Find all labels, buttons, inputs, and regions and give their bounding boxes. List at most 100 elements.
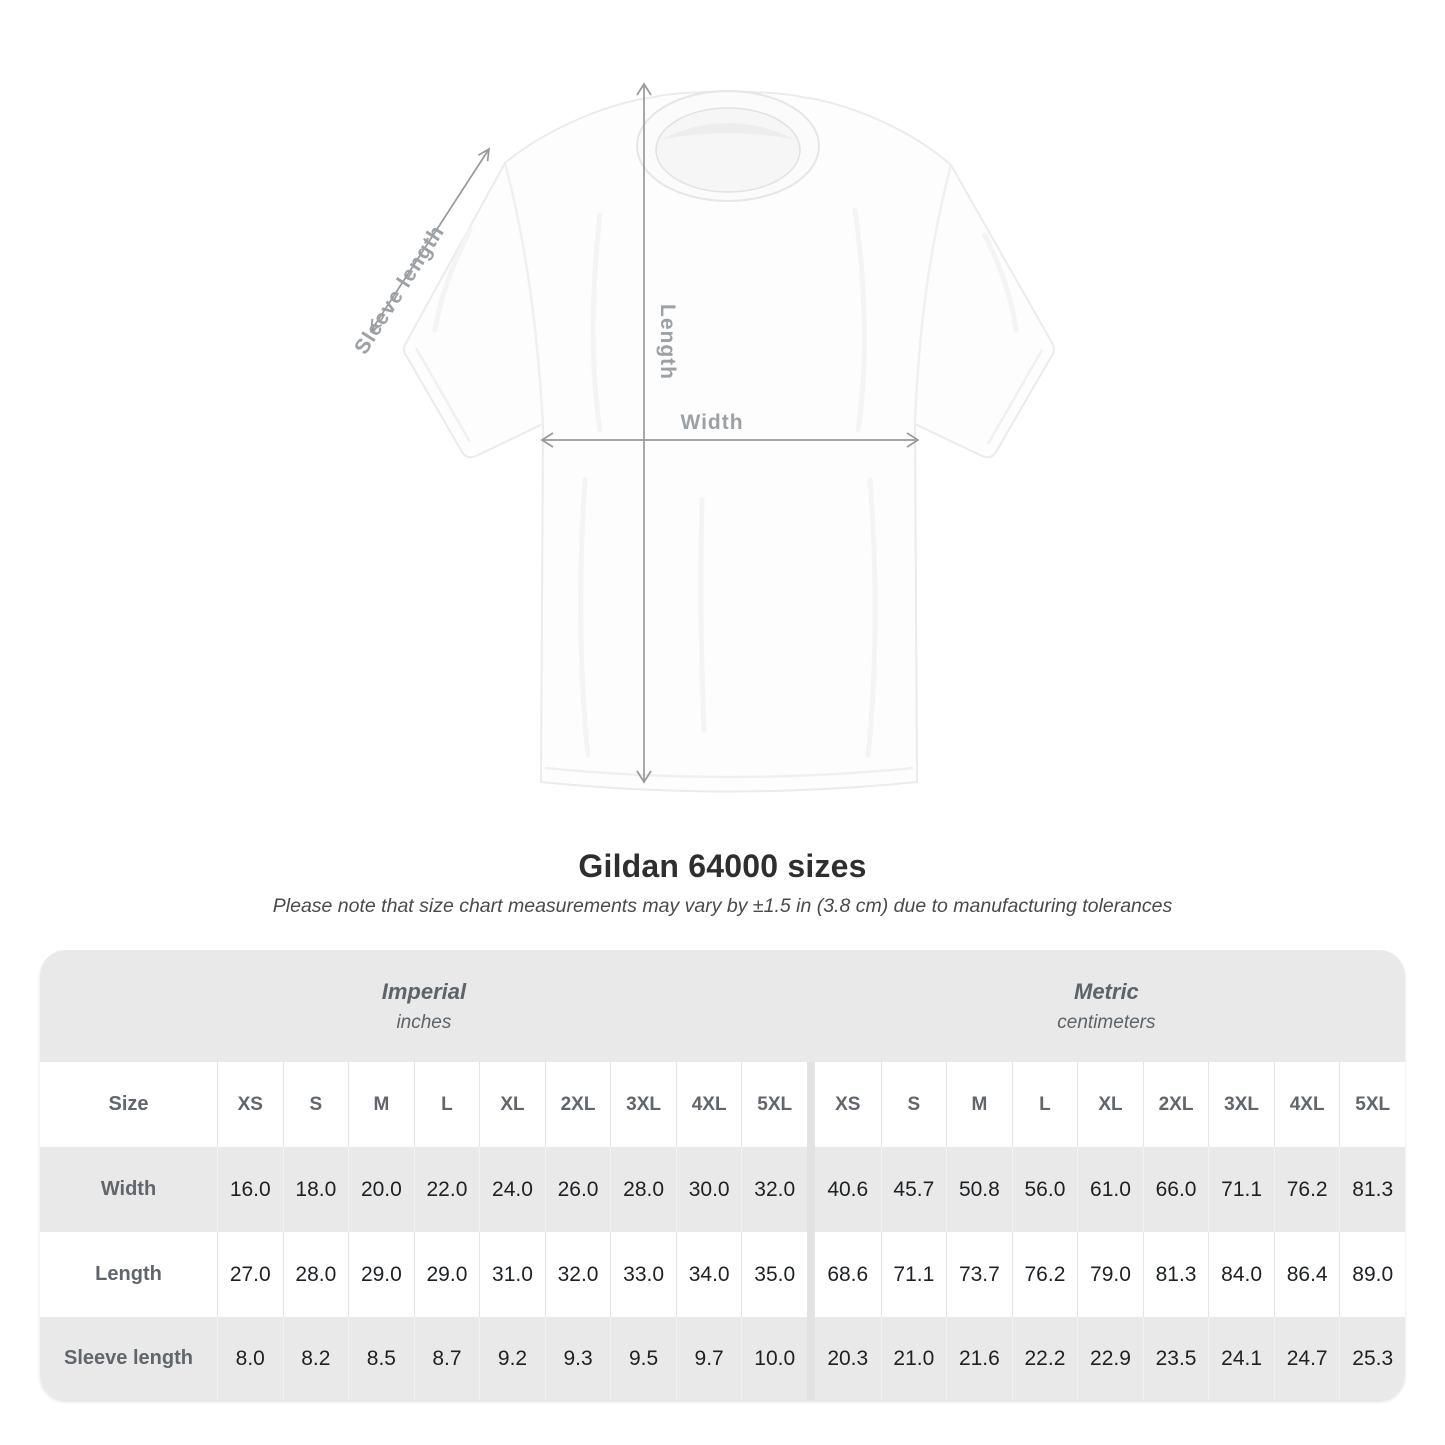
length-label: Length (656, 304, 679, 380)
size-header-imperial-xl: XL (479, 1062, 545, 1147)
length-metric-2xl: 81.3 (1142, 1232, 1209, 1317)
width-metric-l: 56.0 (1011, 1147, 1078, 1232)
row-label-sleeve-length: Sleeve length (64, 1347, 193, 1369)
tshirt-measurement-diagram: Sleeve length Length Width (350, 82, 1055, 793)
size-header-metric-4xl: 4XL (1273, 1062, 1340, 1147)
length-arrow (636, 82, 652, 784)
width-imperial-2xl: 26.0 (544, 1147, 611, 1232)
sleeve-metric-s: 21.0 (880, 1317, 947, 1400)
length-imperial-4xl: 34.0 (675, 1232, 742, 1317)
table-row-length: Length 27.0 28.0 29.0 29.0 31.0 32.0 33.… (40, 1232, 1405, 1317)
length-imperial-xl: 31.0 (479, 1232, 545, 1317)
size-header-metric-xs: XS (835, 1093, 861, 1115)
section-divider (807, 1062, 815, 1147)
sleeve-metric-2xl: 23.5 (1142, 1317, 1209, 1400)
table-row-sleeve-length: Sleeve length 8.0 8.2 8.5 8.7 9.2 9.3 9.… (40, 1317, 1405, 1400)
size-header-imperial-xs: XS (217, 1062, 283, 1147)
width-metric-s: 45.7 (880, 1147, 947, 1232)
tshirt-image (369, 82, 1055, 793)
width-imperial-l: 22.0 (413, 1147, 480, 1232)
sleeve-metric-xl: 22.9 (1077, 1317, 1143, 1400)
size-header-metric-2xl: 2XL (1142, 1062, 1209, 1147)
imperial-label: Imperial (381, 978, 467, 1004)
sleeve-imperial-3xl: 9.5 (610, 1317, 676, 1400)
size-header-metric-5xl: 5XL (1339, 1062, 1405, 1147)
length-metric-4xl: 86.4 (1273, 1232, 1340, 1317)
size-header-imperial-l: L (413, 1062, 480, 1147)
metric-label: Metric (1074, 978, 1139, 1004)
size-header-imperial-5xl: 5XL (741, 1062, 807, 1147)
sleeve-metric-5xl: 25.3 (1339, 1317, 1405, 1400)
section-divider (807, 1147, 815, 1232)
size-header-metric-m: M (946, 1062, 1012, 1147)
length-imperial-2xl: 32.0 (544, 1232, 611, 1317)
size-header-metric-xl: XL (1077, 1062, 1143, 1147)
size-header-imperial-m: M (348, 1062, 414, 1147)
length-metric-s: 71.1 (880, 1232, 947, 1317)
length-imperial-s: 28.0 (282, 1232, 349, 1317)
sleeve-metric-l: 22.2 (1011, 1317, 1078, 1400)
sleeve-imperial-4xl: 9.7 (675, 1317, 742, 1400)
width-metric-4xl: 76.2 (1273, 1147, 1340, 1232)
width-arrow (540, 432, 920, 448)
imperial-section-header: Imperial inches (40, 950, 808, 1062)
sleeve-metric-xs: 20.3 (827, 1346, 869, 1370)
size-header-metric-l: L (1011, 1062, 1078, 1147)
imperial-unit-label: inches (396, 1011, 452, 1033)
width-imperial-s: 18.0 (282, 1147, 349, 1232)
sleeve-imperial-5xl: 10.0 (741, 1317, 807, 1400)
length-imperial-5xl: 35.0 (741, 1232, 807, 1317)
width-imperial-m: 20.0 (348, 1147, 414, 1232)
width-imperial-5xl: 32.0 (741, 1147, 807, 1232)
length-metric-xl: 79.0 (1077, 1232, 1143, 1317)
width-imperial-3xl: 28.0 (610, 1147, 676, 1232)
tshirt-body (403, 90, 1055, 793)
sleeve-length-arrow (369, 147, 491, 333)
table-row-width: Width 16.0 18.0 20.0 22.0 24.0 26.0 28.0… (40, 1147, 1405, 1232)
width-label: Width (680, 411, 744, 434)
length-imperial-m: 29.0 (348, 1232, 414, 1317)
width-metric-5xl: 81.3 (1339, 1147, 1405, 1232)
length-metric-3xl: 84.0 (1208, 1232, 1274, 1317)
size-header-imperial-2xl: 2XL (544, 1062, 611, 1147)
length-metric-xs: 68.6 (827, 1262, 869, 1286)
length-imperial-xs: 27.0 (217, 1232, 283, 1317)
size-table: Imperial inches Metric centimeters Size … (40, 950, 1405, 1400)
collar-shadow (660, 123, 796, 140)
sleeve-imperial-m: 8.5 (348, 1317, 414, 1400)
size-header-imperial-4xl: 4XL (675, 1062, 742, 1147)
width-imperial-4xl: 30.0 (675, 1147, 742, 1232)
length-metric-m: 73.7 (946, 1232, 1012, 1317)
sleeve-imperial-l: 8.7 (413, 1317, 480, 1400)
fabric-folds (432, 207, 1019, 758)
sleeve-metric-4xl: 24.7 (1273, 1317, 1340, 1400)
width-metric-xs: 40.6 (827, 1177, 869, 1201)
size-header-imperial-3xl: 3XL (610, 1062, 676, 1147)
sleeve-imperial-2xl: 9.3 (544, 1317, 611, 1400)
row-label-length: Length (95, 1263, 162, 1285)
sleeve-metric-3xl: 24.1 (1208, 1317, 1274, 1400)
width-metric-m: 50.8 (946, 1147, 1012, 1232)
section-divider (807, 1232, 815, 1317)
seam-lines (414, 162, 1044, 779)
width-imperial-xs: 16.0 (217, 1147, 283, 1232)
length-metric-5xl: 89.0 (1339, 1232, 1405, 1317)
size-header-metric-s: S (880, 1062, 947, 1147)
length-imperial-3xl: 33.0 (610, 1232, 676, 1317)
width-metric-xl: 61.0 (1077, 1147, 1143, 1232)
section-divider (807, 1317, 815, 1400)
sleeve-imperial-xs: 8.0 (217, 1317, 283, 1400)
collar-inner (655, 107, 801, 193)
width-metric-2xl: 66.0 (1142, 1147, 1209, 1232)
unit-band: Imperial inches Metric centimeters (40, 950, 1405, 1062)
size-column-header: Size (108, 1093, 149, 1115)
page-title: Gildan 64000 sizes (578, 848, 867, 884)
size-header-metric-3xl: 3XL (1208, 1062, 1274, 1147)
sleeve-metric-m: 21.6 (946, 1317, 1012, 1400)
width-imperial-xl: 24.0 (479, 1147, 545, 1232)
row-label-width: Width (100, 1178, 157, 1200)
length-metric-l: 76.2 (1011, 1232, 1078, 1317)
width-metric-3xl: 71.1 (1208, 1147, 1274, 1232)
sleeve-imperial-xl: 9.2 (479, 1317, 545, 1400)
